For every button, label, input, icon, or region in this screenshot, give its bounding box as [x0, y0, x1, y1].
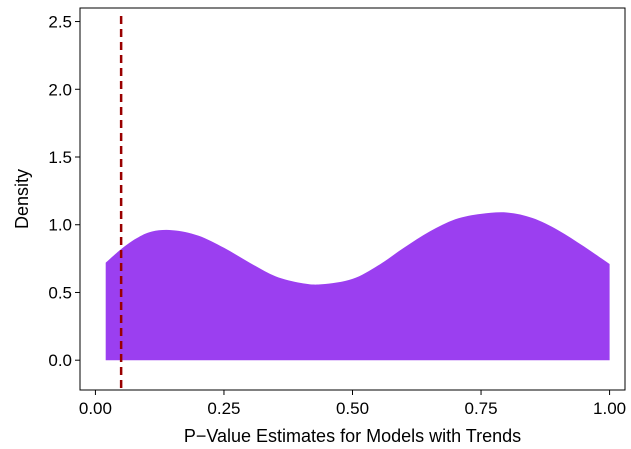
- x-tick-label: 0.25: [207, 399, 240, 418]
- y-tick-label: 1.5: [48, 148, 72, 167]
- x-axis-ticks: 0.00 0.25 0.50 0.75 1.00: [79, 390, 626, 418]
- density-area: [105, 212, 610, 361]
- y-axis-title: Density: [12, 169, 32, 229]
- x-tick-label: 0.50: [336, 399, 369, 418]
- y-tick-label: 0.0: [48, 351, 72, 370]
- y-axis-ticks: 0.0 0.5 1.0 1.5 2.0 2.5: [48, 13, 80, 370]
- y-tick-label: 2.0: [48, 80, 72, 99]
- x-tick-label: 0.00: [79, 399, 112, 418]
- y-tick-label: 0.5: [48, 283, 72, 302]
- y-tick-label: 1.0: [48, 216, 72, 235]
- x-tick-label: 1.00: [593, 399, 626, 418]
- y-tick-label: 2.5: [48, 13, 72, 32]
- x-axis-title: P−Value Estimates for Models with Trends: [184, 426, 521, 446]
- x-tick-label: 0.75: [464, 399, 497, 418]
- density-area-layer: [105, 212, 610, 361]
